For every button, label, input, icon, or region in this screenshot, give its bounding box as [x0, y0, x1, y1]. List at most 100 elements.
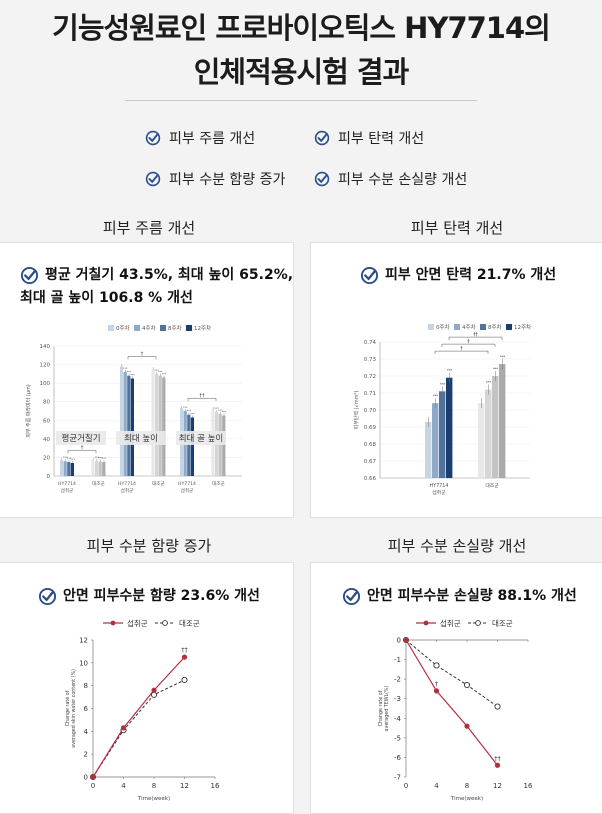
legend-swatch — [160, 325, 166, 331]
benefit-item-4: 피부 수분 손실량 개선 — [314, 169, 467, 189]
x-tick-label: HY7714 — [178, 481, 196, 487]
y-tick-label: 0.67 — [364, 459, 377, 465]
significance-bracket — [67, 449, 97, 454]
benefit-label: 피부 주름 개선 — [169, 131, 256, 147]
data-point-control — [181, 676, 188, 684]
data-point-treatment — [403, 637, 409, 643]
check-circle-icon — [314, 171, 330, 187]
x-tick-label: 4 — [121, 782, 126, 790]
y-axis-label: averaged TEWL(%) — [384, 685, 390, 731]
panel-tewl — [310, 562, 602, 814]
bar — [499, 364, 506, 478]
significance-bracket — [448, 336, 503, 341]
star-label: *** — [130, 373, 135, 377]
significance-bracket — [187, 397, 217, 402]
star-label: *** — [500, 355, 505, 359]
series-line-control — [92, 679, 185, 778]
y-tick-label: 10 — [79, 659, 88, 667]
legend-swatch — [506, 324, 512, 330]
page-title: 기능성원료인 프로바이오틱스 HY7714의 인체적용시험 결과 — [0, 6, 602, 94]
y-axis-label: Change rate of — [65, 690, 71, 726]
legend-label: 4주차 — [142, 324, 156, 332]
benefit-label: 피부 수분 함량 증가 — [169, 172, 286, 188]
legend-marker-treatment — [423, 620, 429, 626]
legend-label: 섭취군 — [440, 618, 461, 628]
star-label: *** — [70, 458, 75, 462]
headline-text: 안면 피부수분 손실량 88.1% 개선 — [367, 588, 577, 604]
star-label: *** — [98, 456, 103, 460]
check-circle-icon — [145, 130, 161, 146]
title-line-1: 기능성원료인 프로바이오틱스 HY7714의 — [52, 11, 551, 45]
check-circle-icon — [145, 171, 161, 187]
y-tick-label: 0.74 — [364, 340, 377, 346]
y-tick-label: 0.66 — [364, 476, 377, 482]
significance-label: † — [81, 445, 84, 451]
star-label: *** — [162, 372, 167, 376]
bar — [70, 463, 74, 476]
data-point-control — [150, 691, 158, 698]
y-tick-label: 0.70 — [364, 408, 377, 414]
bar — [432, 403, 439, 478]
x-tick-label: 섭취군 — [61, 487, 74, 494]
legend-label: 8주차 — [488, 323, 502, 331]
x-axis-label: Time(week) — [450, 796, 483, 802]
y-tick-label: 100 — [40, 381, 51, 387]
data-point-treatment — [494, 762, 501, 768]
legend-swatch — [480, 324, 486, 330]
data-point-treatment — [151, 687, 157, 693]
star-label: *** — [486, 381, 491, 385]
significance-bracket — [441, 343, 496, 348]
y-axis-label: 피부 주름 파라미터 (μm) — [25, 384, 32, 438]
section-title-tewl: 피부 수분 손실량 개선 — [387, 537, 527, 555]
y-tick-label: 8 — [84, 682, 88, 690]
data-point-treatment — [90, 774, 96, 780]
x-tick-label: 12 — [180, 782, 189, 790]
legend-label: 8주차 — [168, 324, 182, 332]
y-tick-label: 0.72 — [364, 374, 376, 380]
star-label: *** — [67, 457, 72, 461]
bar — [95, 461, 99, 476]
headline-wrinkle-line2: 최대 골 높이 106.8 % 개선 — [20, 290, 193, 306]
bar — [446, 377, 453, 478]
y-tick-label: 20 — [43, 455, 50, 461]
bar — [425, 421, 432, 478]
legend-label: 대조군 — [179, 619, 200, 628]
bar — [485, 389, 492, 478]
bar — [151, 369, 155, 476]
y-tick-label: -3 — [394, 695, 401, 703]
section-title-hydration: 피부 수분 함량 증가 — [86, 537, 212, 555]
series-line-treatment — [92, 656, 185, 778]
legend-swatch — [134, 325, 140, 331]
y-tick-label: -6 — [394, 754, 402, 762]
bar — [130, 378, 134, 476]
y-tick-label: 80 — [43, 400, 50, 406]
legend-label: 대조군 — [492, 619, 513, 628]
headline-text: 피부 안면 탄력 21.7% 개선 — [385, 267, 557, 283]
legend-marker-control — [475, 620, 481, 626]
check-circle-icon — [314, 130, 330, 146]
y-tick-label: 12 — [79, 637, 88, 645]
star-label: *** — [440, 382, 445, 386]
star-label: *** — [102, 457, 107, 461]
significance-label: †† — [200, 393, 206, 399]
legend-label: 0주차 — [116, 324, 130, 332]
benefit-item-2: 피부 탄력 개선 — [314, 128, 424, 148]
legend-label: 섭취군 — [127, 618, 148, 628]
y-tick-label: 0.69 — [364, 425, 377, 431]
y-axis-label: 피부탄력 (√mm²) — [353, 391, 360, 430]
bar — [162, 377, 166, 476]
x-tick-label: 4 — [434, 782, 439, 790]
title-divider — [125, 100, 477, 101]
group-label: 최대 골 높이 — [179, 433, 224, 444]
bar — [187, 414, 191, 476]
y-tick-label: 40 — [43, 437, 50, 443]
data-point-treatment — [181, 654, 188, 660]
star-label: *** — [187, 409, 192, 413]
y-tick-label: -4 — [394, 715, 402, 723]
x-tick-label: 16 — [211, 782, 220, 790]
significance-label: † — [460, 346, 463, 352]
significance-bracket — [434, 350, 489, 355]
x-tick-label: 8 — [152, 782, 156, 790]
legend-swatch — [186, 325, 192, 331]
bar — [123, 372, 127, 476]
